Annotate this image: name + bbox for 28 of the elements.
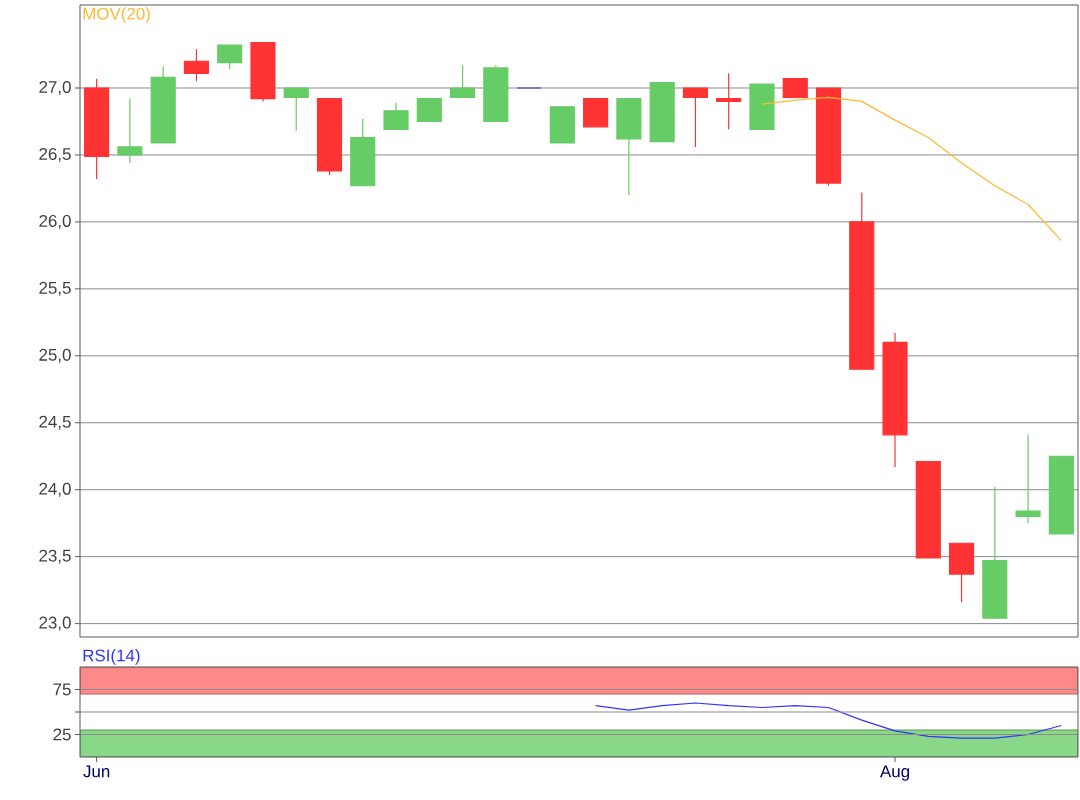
candlestick bbox=[782, 78, 808, 98]
candlestick bbox=[682, 87, 709, 148]
candlestick bbox=[117, 98, 143, 164]
y-tick-label: 23,5 bbox=[39, 549, 71, 564]
candlestick bbox=[416, 98, 442, 123]
x-tick-label: Aug bbox=[879, 765, 909, 781]
y-tick-label: 24,0 bbox=[39, 482, 71, 497]
candlestick bbox=[183, 48, 210, 82]
candlestick bbox=[1015, 434, 1041, 524]
candlestick bbox=[716, 72, 742, 131]
line-series bbox=[761, 96, 1062, 242]
y-tick-label: 25 bbox=[53, 728, 71, 741]
y-tick-label: 26,5 bbox=[39, 147, 71, 162]
text: RSI(14) bbox=[83, 649, 140, 665]
y-tick-label: 26,0 bbox=[39, 214, 71, 229]
candlestick bbox=[383, 102, 409, 131]
y-tick-label: 75 bbox=[53, 683, 71, 696]
candlestick bbox=[449, 64, 476, 98]
text: MOV(20) bbox=[83, 7, 150, 23]
candlestick bbox=[283, 87, 309, 132]
y-tick-label: 25,0 bbox=[39, 348, 71, 363]
x-tick-label: Jun bbox=[83, 765, 110, 778]
y-tick-label: 24,5 bbox=[39, 415, 71, 430]
line-series bbox=[595, 702, 1062, 739]
y-tick-label: 23,0 bbox=[39, 616, 71, 631]
y-tick-label: 25,5 bbox=[39, 281, 71, 296]
y-tick-label: 27,0 bbox=[39, 81, 71, 96]
candlestick bbox=[217, 44, 243, 70]
